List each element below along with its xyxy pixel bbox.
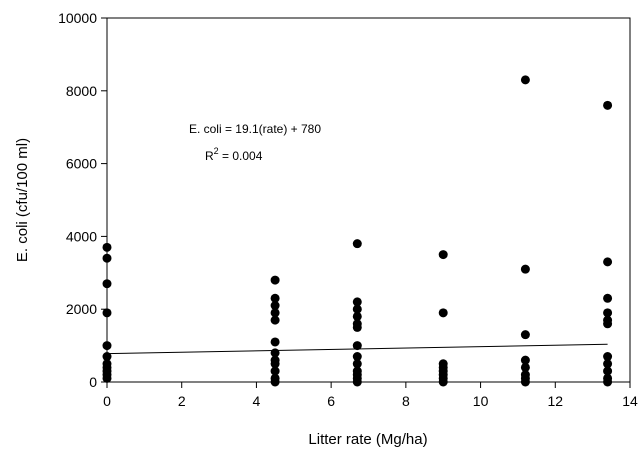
point <box>603 319 613 329</box>
x-tick-label: 2 <box>178 393 186 409</box>
point <box>102 242 112 252</box>
trend-line <box>106 343 608 355</box>
point <box>102 352 112 362</box>
x-tick-label: 8 <box>402 393 410 409</box>
r-squared: R2 = 0.004 <box>205 146 263 163</box>
point <box>438 308 448 318</box>
point <box>520 75 530 85</box>
x-tick-label: 10 <box>473 393 489 409</box>
point <box>438 250 448 260</box>
point <box>603 100 613 110</box>
point <box>520 355 530 365</box>
x-axis-label: Litter rate (Mg/ha) <box>308 431 427 448</box>
point <box>352 311 362 321</box>
point <box>102 253 112 263</box>
plot-frame <box>106 17 631 383</box>
x-tick-label: 0 <box>103 393 111 409</box>
r-symbol: R <box>205 149 214 163</box>
y-tick-label: 10000 <box>58 10 97 26</box>
y-tick-label: 4000 <box>66 228 97 244</box>
point <box>352 297 362 307</box>
point <box>270 308 280 318</box>
point <box>603 352 613 362</box>
point <box>270 315 280 325</box>
point <box>520 362 530 372</box>
point <box>352 322 362 332</box>
point <box>270 377 280 387</box>
point <box>352 341 362 351</box>
x-tick-label: 14 <box>622 393 638 409</box>
point <box>270 359 280 369</box>
point <box>603 366 613 376</box>
point <box>603 293 613 303</box>
r-superscript: 2 <box>214 146 219 156</box>
y-tick-label: 0 <box>89 374 97 390</box>
point <box>270 293 280 303</box>
point <box>270 275 280 285</box>
point <box>603 308 613 318</box>
point <box>352 352 362 362</box>
x-tick-label: 12 <box>547 393 563 409</box>
point <box>352 377 362 387</box>
point <box>520 377 530 387</box>
equation: E. coli = 19.1(rate) + 780 <box>189 122 321 136</box>
point <box>102 308 112 318</box>
point <box>603 377 613 387</box>
y-tick-label: 2000 <box>66 301 97 317</box>
point <box>102 279 112 289</box>
point <box>352 239 362 249</box>
x-tick-label: 4 <box>253 393 261 409</box>
point <box>603 257 613 267</box>
point <box>438 377 448 387</box>
point <box>520 330 530 340</box>
point <box>270 301 280 311</box>
r-value: = 0.004 <box>219 149 263 163</box>
point <box>270 366 280 376</box>
point <box>603 359 613 369</box>
point <box>352 359 362 369</box>
y-tick-label: 6000 <box>66 156 97 172</box>
y-axis-label: E. coli (cfu/100 ml) <box>14 138 31 262</box>
point <box>520 264 530 274</box>
point <box>270 337 280 347</box>
y-tick-label: 8000 <box>66 83 97 99</box>
point <box>102 373 112 383</box>
point <box>102 341 112 351</box>
x-tick-label: 6 <box>327 393 335 409</box>
point <box>352 304 362 314</box>
